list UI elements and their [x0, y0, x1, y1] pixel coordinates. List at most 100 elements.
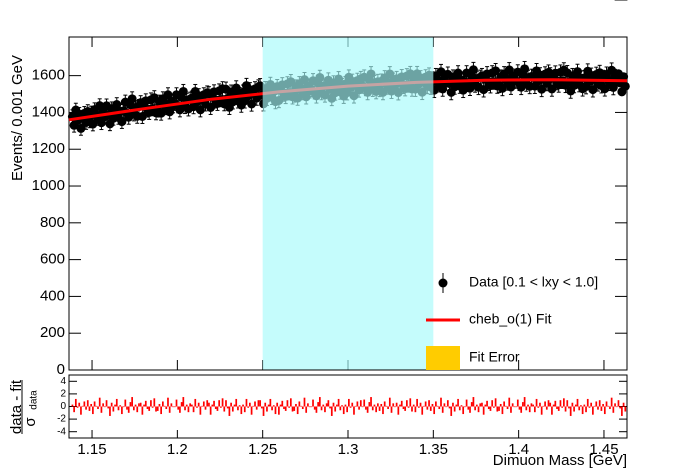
pull-bar [73, 406, 75, 413]
pull-bar [155, 406, 157, 412]
pull-bar [121, 406, 123, 415]
pull-bar [322, 404, 325, 407]
pull-bar [97, 406, 99, 410]
pull-bar [464, 406, 466, 408]
pull-bar [489, 406, 492, 411]
pull-bar [341, 405, 343, 407]
pull-bar [313, 406, 316, 410]
pull-bar [90, 403, 93, 407]
pull-bar [368, 402, 371, 407]
pull-bar [301, 406, 304, 410]
pull-bar [129, 402, 132, 407]
pull-bar [180, 402, 183, 407]
pull-bar [228, 406, 231, 416]
pull-bar [81, 405, 84, 407]
pull-bar [175, 399, 178, 407]
pull-bar [293, 406, 296, 411]
pull-bar [202, 401, 205, 407]
pull-bar [578, 406, 581, 411]
pull-bar [192, 406, 195, 413]
pull-bar [298, 401, 301, 407]
pull-bar [568, 406, 570, 409]
pull-bar [156, 406, 159, 411]
pull-bar [214, 406, 217, 410]
pull-bar [375, 406, 378, 413]
pull-bar [330, 406, 333, 416]
pull-bar [603, 406, 606, 415]
pull-bar [598, 400, 601, 407]
pull-bar [609, 406, 611, 410]
pull-bar [146, 406, 149, 410]
pull-bar [365, 406, 367, 410]
pull-bar [581, 406, 584, 415]
pull-bar [143, 404, 145, 407]
pull-bar [110, 402, 113, 407]
pull-bar [279, 404, 282, 407]
pull-bar [556, 406, 558, 410]
pull-bar [165, 406, 168, 410]
pull-bar [223, 406, 226, 412]
pull-bar [356, 401, 359, 407]
pull-bar [213, 400, 215, 407]
pull-bar [308, 406, 311, 408]
pull-bar [433, 406, 436, 415]
pull-bar [310, 406, 313, 408]
pull-bar [544, 401, 546, 407]
pull-bar [540, 406, 543, 415]
data-point [547, 84, 557, 94]
pull-bar [595, 401, 598, 407]
pull-bar [286, 400, 289, 407]
pull-bar [354, 405, 357, 407]
pull-bar [114, 404, 116, 407]
pull-bar [271, 406, 273, 411]
pull-bar [607, 405, 610, 407]
pull-bar [370, 397, 372, 407]
pull-bar [534, 406, 536, 413]
pull-bar [259, 400, 261, 407]
pull-panel: 1.15 1.2 1.25 1.3 1.35 1.4 1.45 -4-2 02 4 [57, 374, 628, 458]
pull-bar [508, 397, 511, 407]
y-tick-label: 1000 [32, 177, 65, 194]
pull-bar [85, 406, 87, 410]
pull-bar [117, 406, 120, 411]
pull-bar [284, 406, 287, 411]
legend-label: cheb_o(1) Fit [469, 311, 552, 327]
pull-bar [204, 406, 207, 410]
pull-bar [303, 397, 306, 407]
data-point [520, 64, 530, 74]
pull-bar [226, 406, 229, 409]
pull-bar [233, 404, 236, 407]
pull-bar [132, 406, 135, 411]
x-tick-label: 1.3 [338, 441, 359, 458]
pull-bar [586, 398, 589, 407]
pull-bar [291, 406, 294, 412]
data-point [468, 65, 478, 75]
pull-bar [429, 406, 432, 411]
pull-bar [254, 401, 256, 407]
pull-bar [423, 405, 425, 407]
pull-bar [329, 406, 331, 409]
pull-bar [583, 404, 586, 407]
pull-bar [530, 403, 533, 407]
pull-bar [371, 406, 374, 411]
pull-bar [240, 406, 243, 415]
pull-bar [288, 406, 290, 408]
pull-bar [115, 398, 118, 407]
pull-bar [172, 406, 174, 408]
pull-bar [399, 404, 401, 407]
pull-bar [404, 406, 407, 411]
pull-bar [168, 406, 171, 413]
pull-bar [144, 400, 147, 407]
pull-bar [185, 404, 188, 407]
pull-bar [510, 406, 512, 413]
pull-bar [411, 406, 413, 412]
pull-bar [276, 402, 279, 407]
pull-bar [162, 401, 164, 407]
data-point [231, 83, 241, 93]
pull-bar [385, 405, 388, 407]
pull-bar [373, 404, 376, 407]
pull-bar [112, 406, 115, 412]
pull-bar [539, 402, 541, 407]
data-point [491, 66, 501, 76]
pull-bar [445, 406, 447, 408]
